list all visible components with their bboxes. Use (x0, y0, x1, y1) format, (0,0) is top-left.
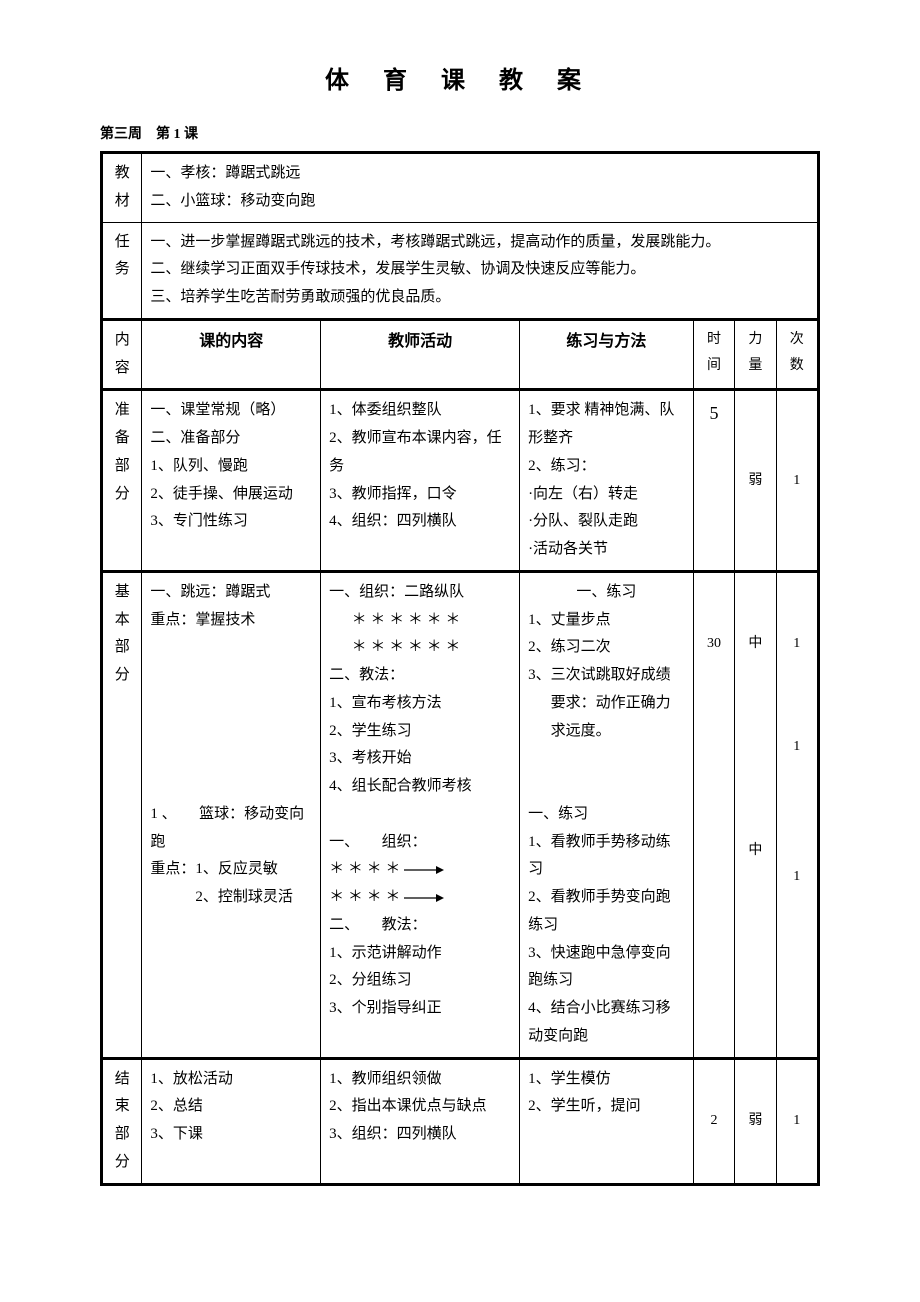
hdr-teacher: 教师活动 (321, 319, 520, 390)
cell-renwu: 一、进一步掌握蹲踞式跳远的技术，考核蹲踞式跳远，提高动作的质量，发展跳能力。 二… (142, 222, 819, 319)
hdr-strength: 力量 (735, 319, 776, 390)
renwu-l1: 一、进一步掌握蹲踞式跳远的技术，考核蹲踞式跳远，提高动作的质量，发展跳能力。 (150, 234, 720, 250)
main-strength: 中 中 (735, 571, 776, 1058)
prep-content: 一、课堂常规（略） 二、准备部分 1、队列、慢跑 2、徒手操、伸展运动 3、专门… (142, 390, 321, 572)
end-time: 2 (693, 1058, 734, 1184)
label-jiaocai: 教材 (102, 153, 142, 223)
arrow-icon (404, 863, 444, 877)
main-content: 一、跳远：蹲踞式 重点：掌握技术 1 、 篮球：移动变向跑 重点：1、反应灵敏 … (142, 571, 321, 1058)
page-title: 体 育 课 教 案 (100, 60, 820, 95)
label-jiben: 基本部分 (102, 571, 142, 1058)
label-zhunbei: 准备部分 (102, 390, 142, 572)
main-practice: 一、练习 1、丈量步点 2、练习二次 3、三次试跳取好成绩 要求：动作正确力求远… (520, 571, 694, 1058)
end-practice: 1、学生模仿 2、学生听，提问 (520, 1058, 694, 1184)
hdr-practice: 练习与方法 (520, 319, 694, 390)
main-time: 30 (693, 571, 734, 1058)
hdr-time: 时间 (693, 319, 734, 390)
main-teacher: 一、组织：二路纵队 ＊ ＊ ＊ ＊ ＊ ＊ ＊ ＊ ＊ ＊ ＊ ＊ 二、教法： … (321, 571, 520, 1058)
arrow-row-1: ＊ ＊ ＊ ＊ (329, 856, 444, 884)
cell-jiaocai: 一、孝核：蹲踞式跳远 二、小篮球：移动变向跑 (142, 153, 819, 223)
prep-time: 5 (693, 390, 734, 572)
jiaocai-l1: 一、孝核：蹲踞式跳远 (150, 165, 300, 181)
subtitle: 第三周 第 1 课 (100, 123, 820, 143)
main-count: 1 1 1 (776, 571, 818, 1058)
prep-teacher: 1、体委组织整队 2、教师宣布本课内容，任务 3、教师指挥，口令 4、组织：四列… (321, 390, 520, 572)
prep-practice: 1、要求 精神饱满、队形整齐 2、练习： ·向左（右）转走 ·分队、裂队走跑 ·… (520, 390, 694, 572)
end-count: 1 (776, 1058, 818, 1184)
end-strength: 弱 (735, 1058, 776, 1184)
label-jieshu: 结束部分 (102, 1058, 142, 1184)
hdr-content: 课的内容 (142, 319, 321, 390)
prep-strength: 弱 (735, 390, 776, 572)
renwu-l3: 三、培养学生吃苦耐劳勇敢顽强的优良品质。 (150, 289, 450, 305)
hdr-count: 次数 (776, 319, 818, 390)
prep-count: 1 (776, 390, 818, 572)
renwu-l2: 二、继续学习正面双手传球技术，发展学生灵敏、协调及快速反应等能力。 (150, 261, 645, 277)
label-neirong: 内容 (102, 319, 142, 390)
lesson-plan-table: 教材 一、孝核：蹲踞式跳远 二、小篮球：移动变向跑 任务 一、进一步掌握蹲踞式跳… (100, 151, 820, 1186)
arrow-icon (404, 891, 444, 905)
jiaocai-l2: 二、小篮球：移动变向跑 (150, 193, 315, 209)
arrow-row-2: ＊ ＊ ＊ ＊ (329, 884, 444, 912)
label-renwu: 任务 (102, 222, 142, 319)
end-content: 1、放松活动 2、总结 3、下课 (142, 1058, 321, 1184)
end-teacher: 1、教师组织领做 2、指出本课优点与缺点 3、组织：四列横队 (321, 1058, 520, 1184)
